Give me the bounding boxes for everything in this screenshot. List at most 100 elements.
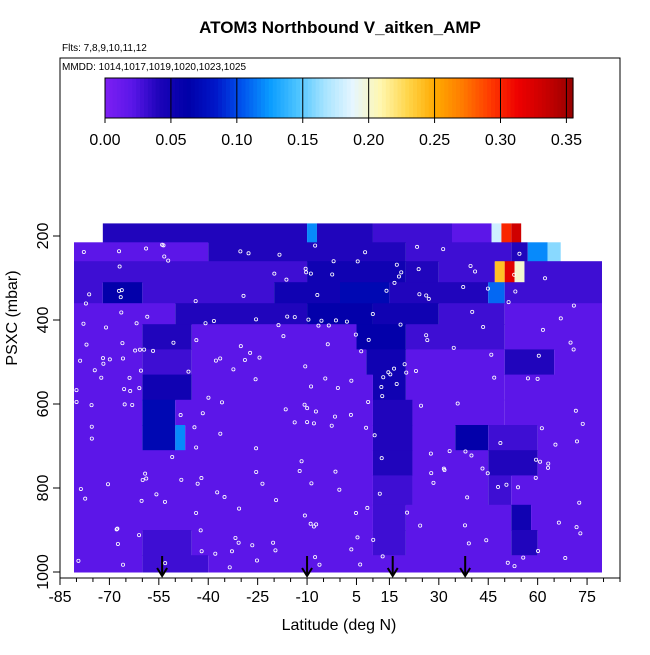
sample-marker — [505, 560, 510, 565]
heatmap-cell — [389, 282, 489, 304]
sample-marker — [154, 492, 159, 497]
sample-marker — [425, 338, 430, 343]
sample-markers — [74, 242, 585, 570]
x-tick-label: -55 — [147, 589, 170, 606]
sample-marker — [424, 333, 429, 338]
colorbar-swatch — [159, 78, 165, 118]
sample-marker — [117, 249, 122, 254]
colorbar-swatch — [323, 78, 328, 118]
colorbar-swatch — [163, 78, 168, 118]
sample-marker — [137, 386, 142, 391]
colorbar-swatch — [144, 78, 149, 118]
sample-marker — [166, 258, 171, 263]
colorbar: 0.00 0.05 0.10 0.15 0.20 0.25 0.30 0.35 — [89, 77, 582, 149]
sample-marker — [323, 376, 328, 381]
sample-marker — [480, 466, 485, 471]
colorbar-swatch — [214, 78, 219, 118]
sample-marker — [431, 480, 436, 485]
sample-marker — [272, 271, 277, 276]
colorbar-tick-label: 0.05 — [155, 132, 186, 149]
heatmap-cell — [531, 504, 602, 531]
sample-marker — [563, 556, 568, 561]
sample-marker — [304, 270, 309, 275]
sample-marker — [248, 350, 253, 355]
colorbar-swatch — [436, 78, 441, 118]
heatmap-cell — [412, 450, 489, 476]
colorbar-swatch — [179, 78, 184, 118]
heatmap-cell — [307, 223, 317, 243]
y-tick-label: 200 — [35, 223, 52, 250]
sample-marker — [546, 465, 551, 470]
sample-marker — [465, 495, 470, 500]
sample-marker — [451, 345, 456, 350]
sample-marker — [284, 277, 289, 282]
sample-marker — [215, 490, 220, 495]
sample-marker — [498, 441, 503, 446]
sample-marker — [118, 295, 123, 300]
sample-marker — [512, 564, 517, 569]
x-tick-label: 5 — [352, 589, 361, 606]
sample-marker — [74, 388, 79, 393]
sample-marker — [142, 347, 147, 352]
heatmap-cell — [405, 324, 505, 350]
heatmap-cell — [372, 504, 406, 531]
y-tick-label: 400 — [35, 307, 52, 334]
heatmap-cell — [74, 324, 143, 350]
colorbar-swatch — [183, 78, 188, 118]
sample-marker — [366, 399, 371, 404]
heatmap-cell — [511, 530, 538, 556]
sample-marker — [418, 523, 423, 528]
sample-marker — [186, 369, 191, 374]
sample-marker — [114, 527, 119, 532]
sample-marker — [473, 269, 478, 274]
x-tick-label: 75 — [578, 589, 596, 606]
sample-marker — [144, 246, 149, 251]
colorbar-swatch — [401, 78, 406, 118]
sample-marker — [309, 481, 314, 486]
sample-marker — [398, 322, 403, 327]
sample-marker — [281, 334, 286, 339]
sample-marker — [568, 242, 573, 247]
sample-marker — [441, 247, 446, 252]
colorbar-swatch — [108, 78, 114, 118]
colorbar-swatch — [272, 78, 278, 118]
sample-marker — [333, 469, 338, 474]
sample-marker — [349, 378, 354, 383]
heatmap-cell — [208, 555, 602, 573]
sample-marker — [485, 471, 490, 476]
sample-marker — [388, 372, 393, 377]
colorbar-swatch — [218, 78, 223, 118]
heatmap-cell — [74, 450, 373, 476]
heatmap-cell — [455, 425, 489, 451]
sample-marker — [299, 459, 304, 464]
sample-marker — [211, 318, 216, 323]
colorbar-swatch — [495, 78, 500, 118]
heatmap-cell — [527, 242, 548, 262]
sample-marker — [332, 414, 337, 419]
colorbar-tick-label: 0.30 — [485, 132, 516, 149]
sample-marker — [553, 442, 558, 447]
colorbar-swatch — [229, 78, 235, 118]
sample-marker — [89, 403, 94, 408]
colorbar-swatch — [428, 78, 434, 118]
sample-marker — [574, 525, 579, 530]
sample-marker — [218, 431, 223, 436]
colorbar-swatch — [147, 78, 153, 118]
sample-marker — [143, 471, 148, 476]
colorbar-tick-label: 0.15 — [287, 132, 318, 149]
heatmap-cell — [307, 261, 406, 283]
colorbar-swatch — [459, 78, 465, 118]
colorbar-swatch — [487, 78, 492, 118]
sample-marker — [469, 453, 474, 458]
heatmap-cell — [494, 261, 505, 283]
colorbar-swatch — [506, 78, 512, 118]
colorbar-swatch — [155, 78, 161, 118]
sample-marker — [536, 353, 541, 358]
heatmap-cell — [142, 324, 192, 350]
colorbar-swatch — [112, 78, 118, 118]
heatmap-cell — [537, 450, 602, 476]
colorbar-swatch — [120, 78, 126, 118]
colorbar-swatch — [237, 78, 243, 118]
colorbar-swatch — [335, 78, 340, 118]
colorbar-swatch — [385, 78, 391, 118]
